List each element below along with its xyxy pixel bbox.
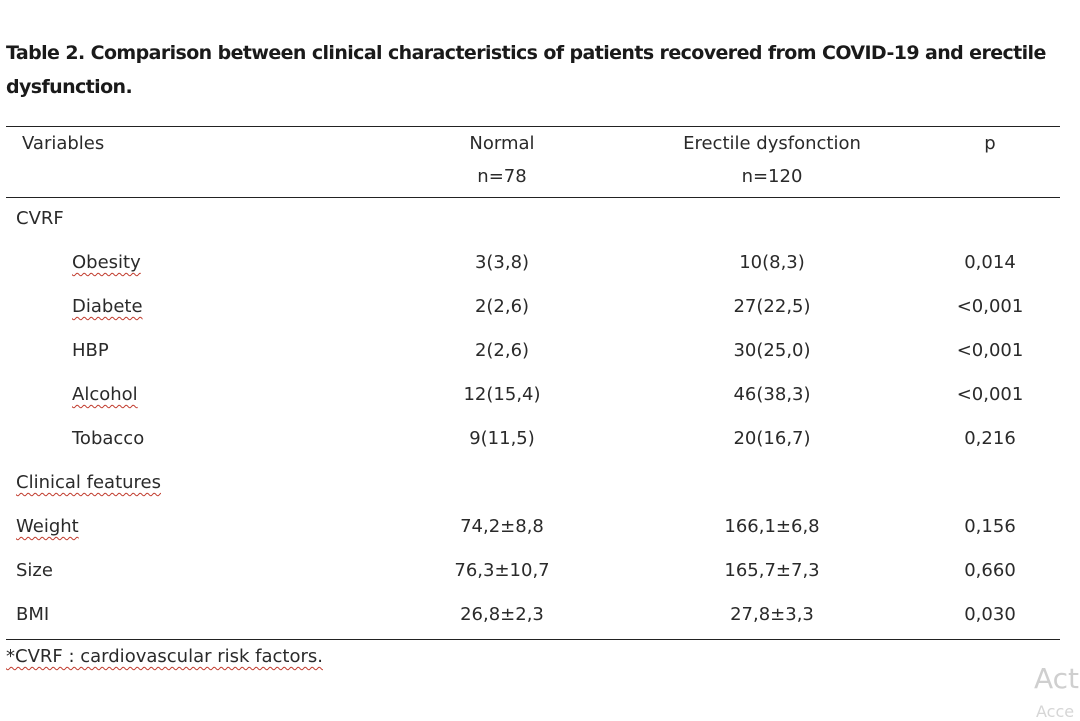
row-label: HBP bbox=[72, 340, 109, 361]
normal-value: 12(15,4) bbox=[463, 384, 541, 405]
row-label: Tobacco bbox=[72, 428, 145, 449]
activation-watermark-subtext: Acce bbox=[1036, 702, 1075, 721]
ed-value: 27,8±3,3 bbox=[730, 604, 814, 625]
header-p-value: p bbox=[984, 133, 996, 154]
row-label: Weight bbox=[16, 516, 79, 537]
ed-value: 20(16,7) bbox=[733, 428, 811, 449]
table-row: Obesity 3(3,8) 10(8,3) 0,014 bbox=[6, 242, 1060, 286]
p-value: 0,030 bbox=[964, 604, 1016, 625]
table-header: Variables Normal n=78 Erectile dysfoncti… bbox=[6, 127, 1060, 198]
comparison-table: Variables Normal n=78 Erectile dysfoncti… bbox=[6, 126, 1060, 640]
row-label: BMI bbox=[16, 604, 50, 625]
table-row: Alcohol 12(15,4) 46(38,3) <0,001 bbox=[6, 374, 1060, 418]
ed-value: 27(22,5) bbox=[733, 296, 811, 317]
table-row: BMI 26,8±2,3 27,8±3,3 0,030 bbox=[6, 594, 1060, 638]
ed-value: 30(25,0) bbox=[733, 340, 811, 361]
table-body: CVRF Obesity 3(3,8) 10(8,3) 0,014 Diabet… bbox=[6, 198, 1060, 639]
row-label: Clinical features bbox=[16, 472, 161, 493]
row-label: Size bbox=[16, 560, 53, 581]
header-variables: Variables bbox=[22, 133, 105, 154]
row-label: Alcohol bbox=[72, 384, 138, 405]
header-normal: Normal bbox=[469, 133, 535, 154]
header-erectile-dysfunction-count: n=120 bbox=[741, 166, 803, 187]
header-normal-count: n=78 bbox=[477, 166, 527, 187]
table-row: CVRF bbox=[6, 198, 1060, 242]
ed-value: 165,7±7,3 bbox=[724, 560, 820, 581]
row-label: Diabete bbox=[72, 296, 143, 317]
normal-value: 76,3±10,7 bbox=[454, 560, 550, 581]
table-row: Clinical features bbox=[6, 462, 1060, 506]
table-caption: Table 2. Comparison between clinical cha… bbox=[6, 42, 1046, 98]
p-value: <0,001 bbox=[956, 384, 1024, 405]
p-value: <0,001 bbox=[956, 296, 1024, 317]
normal-value: 74,2±8,8 bbox=[460, 516, 544, 537]
table-row: Weight 74,2±8,8 166,1±6,8 0,156 bbox=[6, 506, 1060, 550]
table-row: Tobacco 9(11,5) 20(16,7) 0,216 bbox=[6, 418, 1060, 462]
p-value: <0,001 bbox=[956, 340, 1024, 361]
ed-value: 10(8,3) bbox=[739, 252, 805, 273]
ed-value: 166,1±6,8 bbox=[724, 516, 820, 537]
table-row: HBP 2(2,6) 30(25,0) <0,001 bbox=[6, 330, 1060, 374]
p-value: 0,216 bbox=[964, 428, 1016, 449]
table-row: Size 76,3±10,7 165,7±7,3 0,660 bbox=[6, 550, 1060, 594]
header-erectile-dysfunction: Erectile dysfonction bbox=[683, 133, 861, 154]
row-label: CVRF bbox=[16, 208, 64, 229]
normal-value: 2(2,6) bbox=[474, 296, 530, 317]
ed-value: 46(38,3) bbox=[733, 384, 811, 405]
table-row: Diabete 2(2,6) 27(22,5) <0,001 bbox=[6, 286, 1060, 330]
table-footnote: *CVRF : cardiovascular risk factors. bbox=[6, 646, 323, 667]
normal-value: 26,8±2,3 bbox=[460, 604, 544, 625]
normal-value: 3(3,8) bbox=[474, 252, 530, 273]
normal-value: 2(2,6) bbox=[474, 340, 530, 361]
p-value: 0,014 bbox=[964, 252, 1016, 273]
p-value: 0,156 bbox=[964, 516, 1016, 537]
row-label: Obesity bbox=[72, 252, 141, 273]
p-value: 0,660 bbox=[964, 560, 1016, 581]
normal-value: 9(11,5) bbox=[469, 428, 535, 449]
activation-watermark: Act bbox=[1034, 662, 1080, 695]
